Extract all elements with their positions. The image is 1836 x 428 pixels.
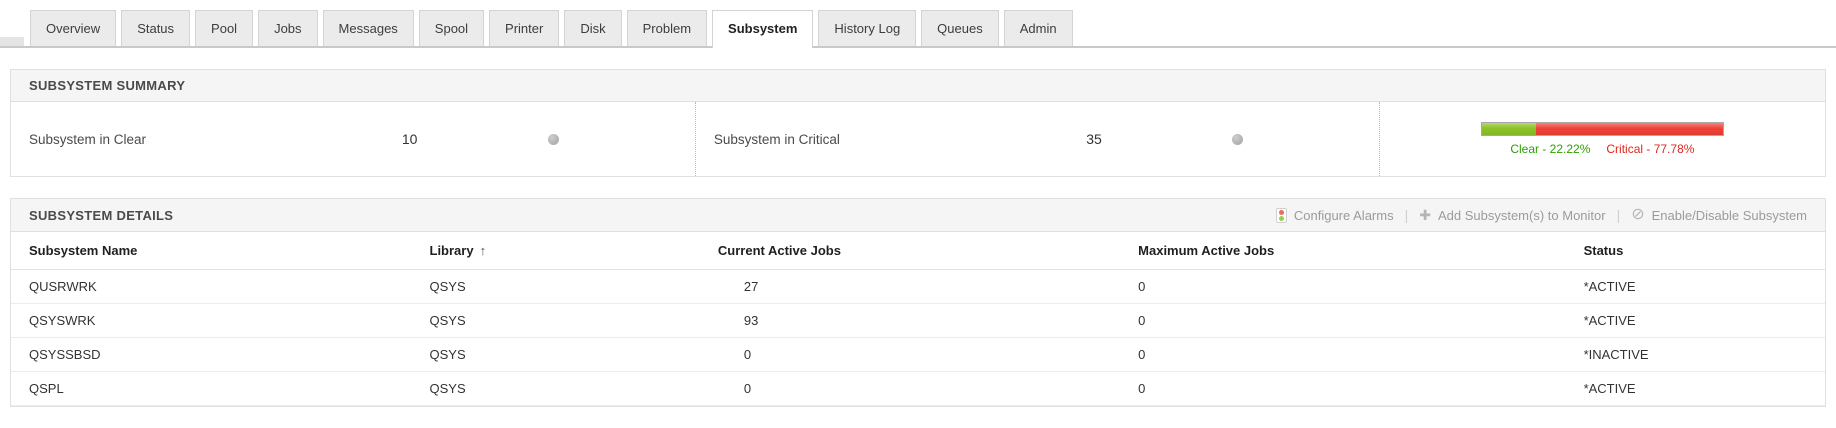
summary-panel-header: SUBSYSTEM SUMMARY xyxy=(11,70,1825,102)
sort-ascending-icon: ↑ xyxy=(479,243,487,258)
cell-current-active-jobs: 0 xyxy=(743,347,752,362)
action-divider: | xyxy=(1616,207,1621,223)
tab-admin[interactable]: Admin xyxy=(1003,10,1073,46)
subsystem-details-panel: SUBSYSTEM DETAILS Configure Alarms | ✚ A… xyxy=(10,198,1826,407)
column-header-library[interactable]: Library ↑ xyxy=(430,243,690,258)
cell-maximum-active-jobs: 0 xyxy=(1138,381,1146,396)
tab-overview[interactable]: Overview xyxy=(30,10,117,46)
clear-critical-chart: Clear - 22.22% Critical - 77.78% xyxy=(1378,102,1825,176)
table-row: QSPL QSYS 0 0 *ACTIVE xyxy=(11,372,1825,406)
status-dot-icon xyxy=(1232,133,1244,145)
table-row: QSYSWRK QSYS 93 0 *ACTIVE xyxy=(11,304,1825,338)
metric-label: Subsystem in Clear xyxy=(29,131,147,147)
tab-spool[interactable]: Spool xyxy=(418,10,485,46)
status-dot-icon xyxy=(548,133,560,145)
tab-problem[interactable]: Problem xyxy=(626,10,708,46)
cell-maximum-active-jobs: 0 xyxy=(1138,279,1146,294)
action-divider: | xyxy=(1404,207,1409,223)
details-title: SUBSYSTEM DETAILS xyxy=(29,207,174,223)
column-header-subsystem-name[interactable]: Subsystem Name xyxy=(29,243,138,258)
metric-value: 35 xyxy=(1086,131,1102,147)
metric-subsystem-in-critical: Subsystem in Critical 35 xyxy=(694,102,1379,176)
metric-label: Subsystem in Critical xyxy=(713,131,840,147)
tab-messages[interactable]: Messages xyxy=(322,10,414,46)
configure-alarms-label: Configure Alarms xyxy=(1293,207,1394,223)
tab-pool[interactable]: Pool xyxy=(195,10,254,46)
metric-subsystem-in-clear: Subsystem in Clear 10 xyxy=(11,102,695,176)
tab-queues[interactable]: Queues xyxy=(921,10,999,46)
cell-library: QSYS xyxy=(429,279,466,294)
cell-current-active-jobs: 93 xyxy=(743,313,759,328)
cell-maximum-active-jobs: 0 xyxy=(1138,313,1146,328)
tab-subsystem[interactable]: Subsystem xyxy=(712,10,814,48)
cell-status: *ACTIVE xyxy=(1583,279,1636,294)
column-header-library-label: Library xyxy=(429,243,474,258)
cell-maximum-active-jobs: 0 xyxy=(1138,347,1146,362)
add-plus-icon: ✚ xyxy=(1419,207,1431,223)
tab-status[interactable]: Status xyxy=(121,10,191,46)
legend-critical: Critical - 77.78% xyxy=(1606,142,1695,156)
summary-title: SUBSYSTEM SUMMARY xyxy=(29,78,186,93)
legend-clear: Clear - 22.22% xyxy=(1510,142,1591,156)
cell-subsystem-name: QSYSSBSD xyxy=(29,347,101,362)
tab-history-log[interactable]: History Log xyxy=(818,10,917,46)
cell-subsystem-name: QSPL xyxy=(29,381,64,396)
tab-printer[interactable]: Printer xyxy=(489,10,560,46)
bar-segment-critical xyxy=(1535,123,1723,135)
details-actions: Configure Alarms | ✚ Add Subsystem(s) to… xyxy=(1275,207,1807,223)
add-subsystem-button[interactable]: ✚ Add Subsystem(s) to Monitor xyxy=(1419,208,1605,223)
tab-bar: Overview Status Pool Jobs Messages Spool… xyxy=(0,0,1836,48)
alarm-traffic-light-icon xyxy=(1275,207,1287,223)
details-panel-header: SUBSYSTEM DETAILS Configure Alarms | ✚ A… xyxy=(11,199,1825,232)
cell-status: *ACTIVE xyxy=(1583,381,1636,396)
tab-disk[interactable]: Disk xyxy=(564,10,622,46)
tab-strip-edge xyxy=(0,37,24,46)
disable-icon: ⊘ xyxy=(1631,206,1645,223)
cell-subsystem-name: QUSRWRK xyxy=(29,279,97,294)
subsystem-summary-panel: SUBSYSTEM SUMMARY Subsystem in Clear 10 … xyxy=(10,69,1826,177)
table-header-row: Subsystem Name Library ↑ Current Active J… xyxy=(11,232,1825,270)
column-header-status[interactable]: Status xyxy=(1583,243,1624,258)
cell-current-active-jobs: 0 xyxy=(743,381,752,396)
cell-status: *ACTIVE xyxy=(1583,313,1636,328)
cell-library: QSYS xyxy=(429,347,466,362)
bar-segment-clear xyxy=(1482,123,1536,135)
enable-disable-label: Enable/Disable Subsystem xyxy=(1651,207,1807,223)
cell-subsystem-name: QSYSWRK xyxy=(29,313,96,328)
summary-body: Subsystem in Clear 10 Subsystem in Criti… xyxy=(11,102,1825,176)
configure-alarms-button[interactable]: Configure Alarms xyxy=(1275,207,1394,223)
stacked-bar xyxy=(1481,122,1724,136)
table-row: QUSRWRK QSYS 27 0 *ACTIVE xyxy=(11,270,1825,304)
cell-current-active-jobs: 27 xyxy=(743,279,759,294)
table-row: QSYSSBSD QSYS 0 0 *INACTIVE xyxy=(11,338,1825,372)
add-subsystem-label: Add Subsystem(s) to Monitor xyxy=(1437,207,1606,223)
bar-legend: Clear - 22.22% Critical - 77.78% xyxy=(1510,142,1694,156)
metric-value: 10 xyxy=(401,131,418,147)
enable-disable-subsystem-button[interactable]: ⊘ Enable/Disable Subsystem xyxy=(1631,207,1807,223)
cell-status: *INACTIVE xyxy=(1583,347,1649,362)
column-header-current-active-jobs[interactable]: Current Active Jobs xyxy=(717,243,841,258)
tab-jobs[interactable]: Jobs xyxy=(258,10,318,46)
cell-library: QSYS xyxy=(429,381,466,396)
column-header-maximum-active-jobs[interactable]: Maximum Active Jobs xyxy=(1138,243,1275,258)
cell-library: QSYS xyxy=(429,313,466,328)
